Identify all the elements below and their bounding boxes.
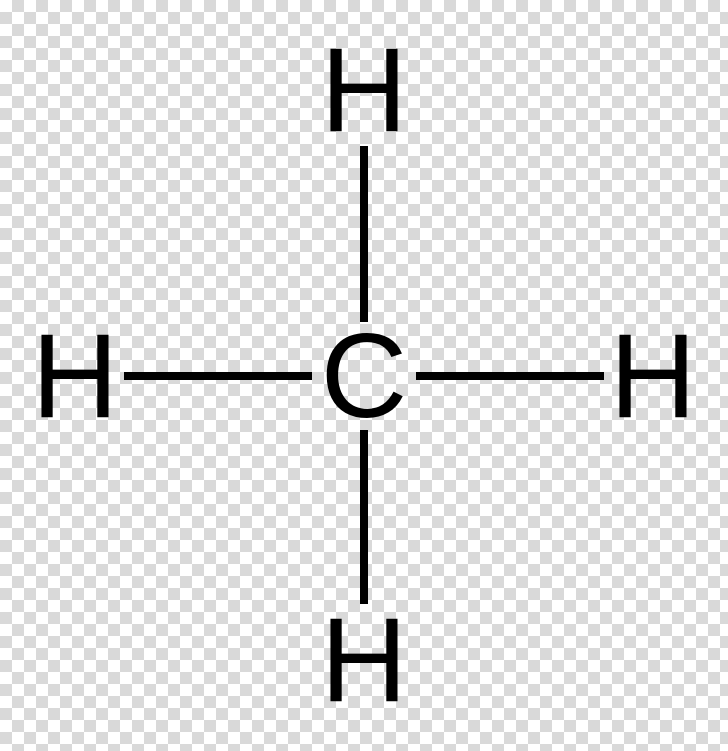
atom-hydrogen-bottom: H: [321, 593, 408, 727]
atom-hydrogen-top: H: [321, 23, 408, 157]
molecule-diagram: C H H H H: [0, 0, 728, 751]
atom-carbon: C: [321, 309, 408, 443]
atom-hydrogen-right: H: [610, 309, 697, 443]
atom-hydrogen-left: H: [32, 309, 119, 443]
